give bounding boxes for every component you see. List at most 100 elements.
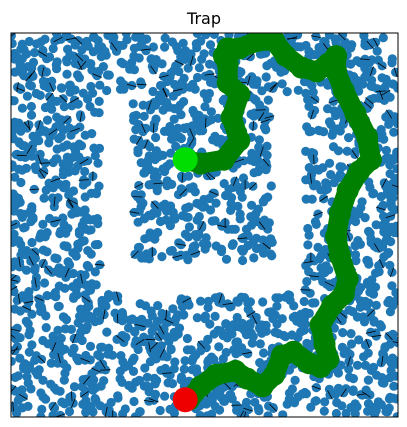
sample-point [136,190,146,200]
path-node [220,106,243,129]
sample-edge [313,211,323,217]
sample-point [387,281,397,291]
sample-point [104,290,114,300]
sample-edge [110,42,118,51]
sample-point [140,363,150,373]
sample-edge [53,36,63,43]
sample-point [367,55,377,65]
sample-edge [100,369,111,371]
sample-point [239,156,249,166]
sample-edge [31,248,39,256]
sample-point [155,90,166,100]
sample-point [75,279,85,289]
sample-point [173,87,183,97]
sample-point [139,214,149,224]
sample-edge [50,219,61,223]
sample-edge [376,90,387,92]
sample-point [31,272,41,282]
sample-point [261,320,271,330]
sample-point [50,253,60,263]
sample-edge [70,97,80,103]
sample-edge [367,309,375,317]
sample-point [299,296,309,307]
sample-edge [264,115,275,119]
path-node [328,202,351,225]
sample-point [42,247,52,257]
sample-point [15,125,25,135]
sample-point [72,70,83,80]
sample-edge [199,220,205,231]
sample-edge [143,139,149,149]
sample-point [11,330,21,340]
sample-point [364,226,374,236]
sample-edge [309,173,312,184]
sample-edge [386,109,393,119]
sample-point [67,153,77,163]
sample-point [247,200,257,210]
sample-point [178,310,189,320]
sample-edge [23,121,31,130]
sample-point [264,218,274,228]
sample-point [227,224,237,234]
sample-point [59,102,69,112]
sample-point [202,411,212,417]
sample-point [41,323,51,333]
sample-point [311,33,321,42]
sample-point [329,106,339,116]
sample-point [261,165,271,175]
sample-point [226,193,237,203]
sample-point [97,298,107,308]
sample-point [179,97,189,107]
sample-edge [252,120,255,132]
sample-point [227,240,237,250]
sample-point [210,216,220,226]
sample-point [348,385,358,395]
sample-edge [381,178,387,188]
sample-point [44,178,54,188]
sample-point [289,398,300,408]
sample-point [139,168,149,178]
sample-edge [39,168,49,175]
sample-edge [365,330,376,334]
sample-point [21,49,32,59]
sample-point [363,375,373,385]
sample-edge [141,123,146,134]
sample-point [191,109,201,119]
sample-point [241,224,252,234]
sample-point [57,397,67,407]
sample-point [392,295,398,305]
sample-point [39,193,49,203]
sample-edge [179,188,187,197]
sample-point [17,385,27,395]
sample-point [128,99,138,109]
sample-edge [40,258,46,269]
sample-point [378,33,388,43]
sample-point [342,146,352,156]
sample-point [153,301,163,311]
sample-point [53,358,63,368]
sample-point [365,311,375,321]
sample-edge [77,60,83,71]
sample-point [252,217,263,227]
sample-edge [369,66,374,77]
sample-point [102,327,112,337]
sample-point [13,395,23,405]
sample-point [380,342,390,352]
sample-point [11,172,20,182]
sample-edge [327,390,333,400]
sample-point [376,192,386,202]
path-node [274,45,297,67]
sample-point [194,63,204,73]
sample-point [95,80,105,90]
sample-edge [75,53,84,62]
sample-point [385,373,395,383]
sample-point [11,372,20,382]
sample-point [143,155,153,165]
sample-edge [92,73,102,78]
sample-point [30,355,40,365]
sample-edge [269,82,279,90]
sample-point [171,141,181,151]
sample-point [328,142,339,152]
sample-point [331,408,341,417]
sample-point [165,404,175,414]
